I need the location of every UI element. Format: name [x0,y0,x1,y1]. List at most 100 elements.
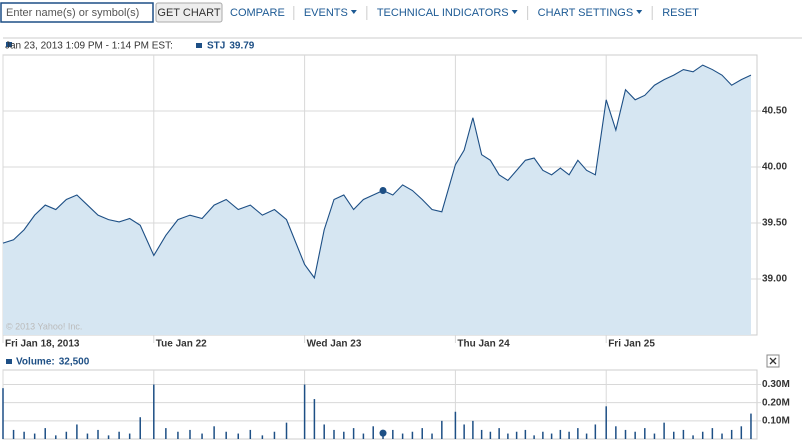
volume-bar [594,424,597,439]
volume-bar [441,420,443,439]
volume-bar [303,384,306,439]
header-swatch [6,42,12,47]
input-placeholder[interactable]: Enter name(s) or symbol(s) [6,7,139,19]
volume-bar [634,431,636,439]
price-area [3,65,751,335]
volume-bar [673,431,675,439]
volume-swatch [6,359,12,364]
volume-bar [362,433,365,439]
volume-bar [692,435,694,439]
volume-bar [653,433,656,439]
volume-bar [605,406,607,439]
volume-bar [118,431,120,439]
volume-bar [472,420,474,439]
volume-bar [454,411,457,439]
volume-bar [498,428,500,439]
volume-bar [153,384,155,439]
volume-bar [225,431,227,439]
toolbar-link[interactable]: RESET [662,7,699,19]
volume-bar [237,433,239,439]
price-line [2,64,752,280]
volume-bar [524,429,527,439]
toolbar-link[interactable]: EVENTS [304,7,348,19]
volume-bar [323,424,325,439]
volume-bar [740,426,743,439]
close-icon[interactable] [769,357,777,365]
volume-bar [352,428,355,439]
volume-bar [165,428,167,439]
volume-bar [128,433,131,439]
volume-bar [55,435,57,439]
volume-bar [401,433,404,439]
volume-bar [189,429,191,439]
volume-bar [624,429,627,439]
volume-bar [86,433,89,439]
volume-bar [682,429,685,439]
toolbar-link[interactable]: COMPARE [230,7,285,19]
volume-bar [343,431,345,439]
dropdown-arrow[interactable] [636,10,643,14]
volume-bar [615,426,617,439]
header: Jan 23, 2013 1:09 PM - 1:14 PM EST: [5,41,173,52]
volume-bar [12,429,15,439]
volume-bar [313,399,316,439]
volume-bar [139,417,141,439]
volume-bar [730,429,733,439]
volume-bar [663,422,665,439]
y-tick-label: 40.50 [762,106,787,117]
volume-bar [411,431,414,439]
volume-bar [285,422,288,439]
x-tick-label: Fri Jan 25 [608,339,655,350]
volume-bar [542,431,544,439]
volume-bar [372,426,374,439]
volume-bar [201,433,203,439]
hover-point [379,187,387,195]
volume-bar [644,428,646,439]
volume-bar [76,424,78,439]
volume-bar [533,435,535,439]
volume-bar [392,429,394,439]
volume-bar [515,431,518,439]
volume-bar [711,428,714,439]
volume-bar [507,433,509,439]
y-tick-label: 0.30M [762,379,790,390]
y-tick-label: 39.50 [762,218,787,229]
volume-bar [2,388,4,439]
volume-bar [107,435,110,439]
x-tick-label: Fri Jan 18, 2013 [5,339,80,350]
volume-bar [568,431,570,439]
volume-bar [431,433,433,439]
volume-bar [33,433,36,439]
y-tick-label: 39.00 [762,274,787,285]
toolbar: Enter name(s) or symbol(s) GET CHART [0,2,223,23]
volume-bar [273,431,276,439]
volume-bar [550,433,553,439]
y-tick-label: 40.00 [762,162,787,173]
legend-swatch [196,43,202,48]
volume-bar [559,429,562,439]
volume-bar [577,428,579,439]
dropdown-arrow[interactable] [511,10,518,14]
volume-bar [721,433,723,439]
legend-name: STJ [207,41,225,52]
volume-bar [261,435,264,439]
volume-bar [489,431,492,439]
dropdown-arrow[interactable] [350,10,357,14]
get-chart-button[interactable] [155,2,223,23]
x-tick-label: Tue Jan 22 [156,339,207,350]
volume-bar [750,413,752,439]
symbol-input[interactable] [0,2,154,23]
legend-name: Volume: [16,357,55,368]
y-tick-label: 0.10M [762,415,790,426]
volume-bar [44,428,46,439]
y-tick-label: 0.20M [762,397,790,408]
volume-bar [97,429,99,439]
toolbar-link[interactable]: TECHNICAL INDICATORS [377,7,509,19]
toolbar-link[interactable]: CHART SETTINGS [538,7,634,19]
get-chart-label[interactable]: GET CHART [157,7,220,19]
volume-bar [421,428,423,439]
volume-bar [177,431,179,439]
volume-bar [463,424,465,439]
volume-bar [23,431,25,439]
